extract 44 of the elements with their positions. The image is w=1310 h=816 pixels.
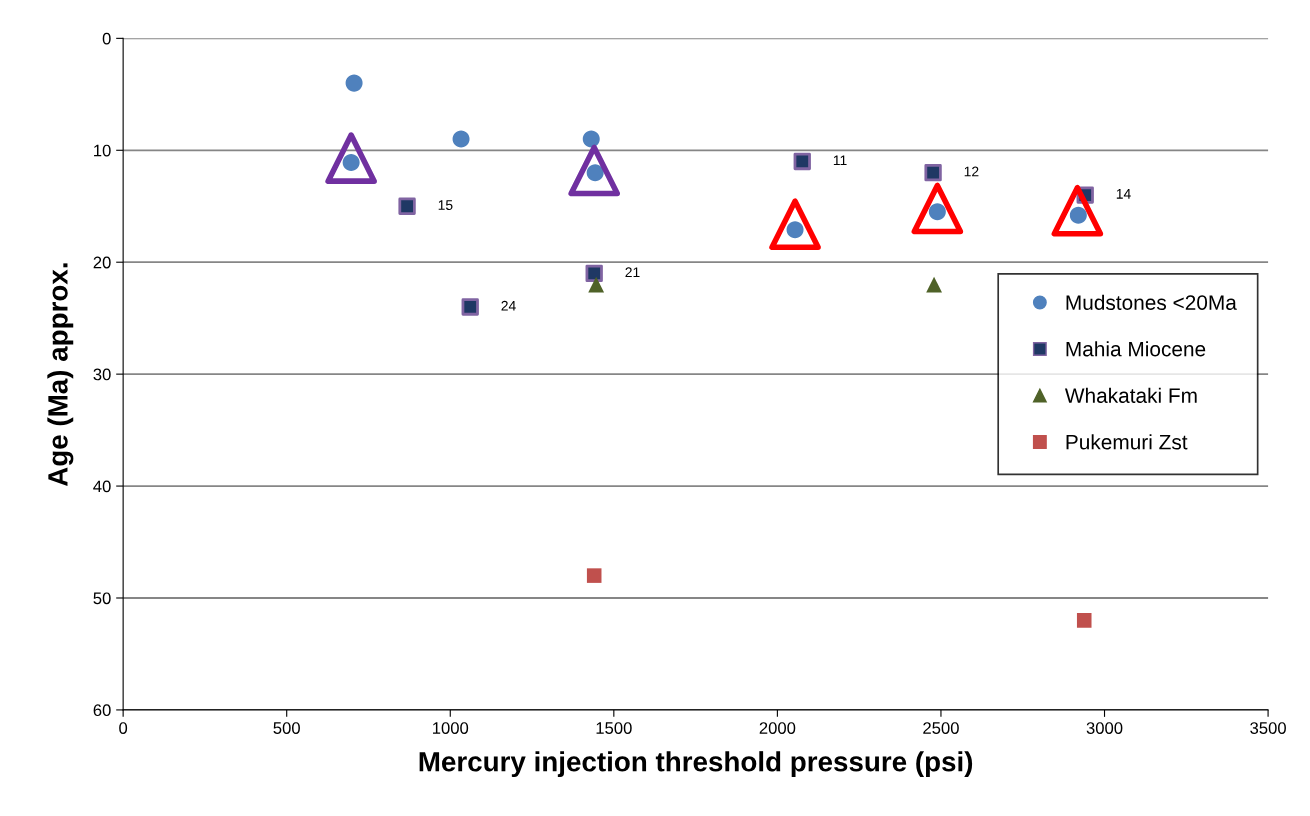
data-label: 12 (964, 166, 979, 177)
x-tick-label: 500 (273, 722, 300, 734)
data-label: 21 (625, 267, 640, 277)
y-tick-label: 0 (102, 32, 111, 45)
point (398, 197, 416, 215)
x-tick-label: 0 (119, 722, 128, 734)
x-tick-label: 2500 (923, 722, 959, 734)
x-axis-title: Mercury injection threshold pressure (psi) (419, 751, 973, 778)
y-axis-title: Age (Ma) approx. (47, 263, 74, 487)
point (793, 152, 811, 171)
y-tick-label: 20 (93, 256, 111, 269)
data-label: 14 (1116, 189, 1131, 199)
x-tick-label: 1500 (596, 722, 632, 734)
point (461, 298, 479, 316)
point (582, 130, 600, 148)
point (769, 198, 821, 250)
x-tick-label: 3500 (1250, 722, 1286, 734)
point (1051, 184, 1104, 237)
point (924, 163, 942, 182)
point (345, 74, 363, 92)
y-tick-label: 30 (93, 368, 111, 381)
data-label: 11 (833, 155, 847, 166)
x-tick-label: 2000 (759, 722, 796, 734)
y-tick-label: 60 (93, 704, 111, 717)
y-tick-label: 10 (94, 144, 111, 157)
legend-label: Mudstones <20Ma (1066, 294, 1237, 310)
y-tick-label: 40 (93, 480, 111, 493)
x-tick-label: 3000 (1086, 722, 1123, 734)
point (588, 276, 605, 293)
point (1076, 613, 1092, 628)
point (568, 144, 621, 197)
x-tick-label: 1000 (433, 722, 469, 734)
data-label: 15 (438, 200, 453, 210)
point (586, 568, 602, 583)
legend-label: Whakataki Fm (1064, 387, 1197, 403)
point (452, 130, 470, 148)
y-tick-label: 50 (93, 592, 111, 605)
legend-label: Pukemuri Zst (1066, 434, 1188, 450)
point (325, 132, 377, 184)
legend-label: Mahia Miocene (1066, 341, 1206, 357)
data-label: 24 (501, 300, 516, 311)
point (911, 182, 964, 235)
point (585, 264, 603, 283)
point (926, 276, 942, 293)
